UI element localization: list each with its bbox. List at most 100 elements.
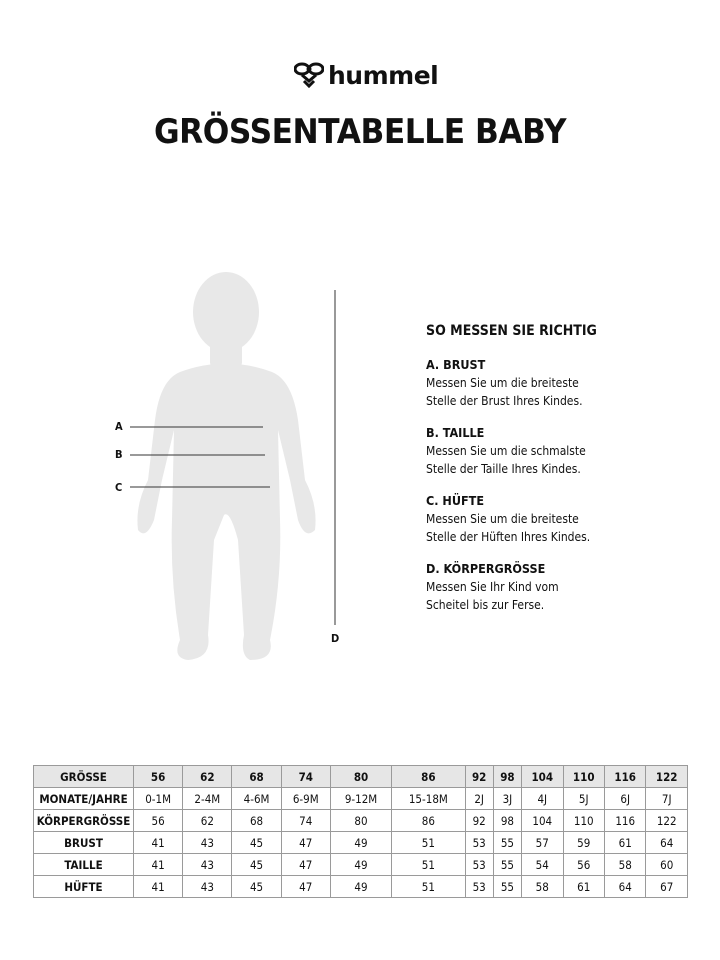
section-line: Scheitel bis zur Ferse. — [426, 598, 545, 612]
table-cell: 116 — [603, 809, 647, 832]
row-label: MONATE/JAHRE — [33, 787, 134, 810]
baby-silhouette-figure — [130, 272, 336, 660]
table-cell: 51 — [391, 831, 466, 854]
table-cell: 45 — [231, 875, 282, 898]
baby-silhouette — [137, 272, 316, 660]
hummel-logo: hummel — [294, 60, 439, 90]
table-row: HÜFTE 41 43 45 47 49 51 53 55 58 61 64 67 — [33, 875, 688, 898]
table-cell: 47 — [280, 853, 331, 876]
table-cell: 54 — [521, 853, 564, 876]
table-cell: 7J — [645, 787, 688, 810]
label-b: B — [115, 448, 123, 461]
table-cell: 62 — [182, 765, 233, 788]
table-cell: 6J — [603, 787, 647, 810]
table-cell: 56 — [562, 853, 605, 876]
row-label: TAILLE — [33, 853, 134, 876]
table-cell: 74 — [280, 765, 331, 788]
table-cell: 2J — [464, 787, 494, 810]
table-cell: 98 — [492, 765, 523, 788]
label-c: C — [115, 481, 123, 494]
label-a: A — [115, 420, 123, 433]
table-cell: 104 — [521, 765, 564, 788]
table-cell: 41 — [132, 875, 184, 898]
section-title: D. KÖRPERGRÖSSE — [426, 561, 546, 576]
table-row: MONATE/JAHRE 0-1M 2-4M 4-6M 6-9M 9-12M 15-18M 2… — [33, 787, 688, 810]
table-cell: 3J — [492, 787, 523, 810]
table-cell: 41 — [132, 831, 184, 854]
table-row: KÖRPERGRÖSSE 56 62 68 74 80 86 92 98 104 110 116 122 — [33, 809, 688, 832]
table-cell: 64 — [645, 831, 688, 854]
table-cell: 116 — [603, 765, 647, 788]
table-cell: 51 — [391, 875, 466, 898]
table-cell: 122 — [645, 765, 688, 788]
guide-section-brust: A. BRUST Messen Sie um die breiteste Ste… — [426, 356, 686, 410]
row-label: BRUST — [33, 831, 134, 854]
table-cell: 67 — [645, 875, 688, 898]
table-cell: 59 — [562, 831, 605, 854]
table-cell: 49 — [329, 853, 393, 876]
table-cell: 45 — [231, 831, 282, 854]
table-row: BRUST 41 43 45 47 49 51 53 55 57 59 61 64 — [33, 831, 688, 854]
guide-heading: SO MESSEN SIE RICHTIG — [426, 323, 597, 339]
table-cell: 62 — [182, 809, 233, 832]
table-cell: 55 — [492, 853, 523, 876]
table-cell: 49 — [329, 875, 393, 898]
row-label: GRÖSSE — [33, 765, 134, 788]
table-cell: 57 — [521, 831, 564, 854]
table-cell: 86 — [391, 765, 466, 788]
label-d: D — [331, 632, 340, 645]
guide-section-taille: B. TAILLE Messen Sie um die schmalste St… — [426, 424, 686, 478]
section-title: B. TAILLE — [426, 425, 485, 440]
table-cell: 6-9M — [280, 787, 331, 810]
table-cell: 47 — [280, 831, 331, 854]
table-cell: 2-4M — [182, 787, 233, 810]
table-cell: 80 — [329, 809, 393, 832]
brand-name: hummel — [328, 60, 439, 90]
table-cell: 15-18M — [391, 787, 466, 810]
table-cell: 92 — [464, 809, 494, 832]
row-label: KÖRPERGRÖSSE — [33, 809, 134, 832]
guide-section-koerpergroesse: D. KÖRPERGRÖSSE Messen Sie Ihr Kind vom … — [426, 560, 686, 614]
table-cell: 80 — [329, 765, 393, 788]
section-line: Messen Sie um die schmalste — [426, 444, 586, 458]
table-cell: 56 — [132, 809, 184, 832]
section-title: A. BRUST — [426, 357, 486, 372]
table-cell: 4-6M — [231, 787, 282, 810]
table-cell: 60 — [645, 853, 688, 876]
table-cell: 5J — [562, 787, 605, 810]
table-cell: 53 — [464, 875, 494, 898]
section-line: Stelle der Hüften Ihres Kindes. — [426, 530, 591, 544]
table-cell: 55 — [492, 831, 523, 854]
table-cell: 110 — [562, 809, 605, 832]
table-cell: 45 — [231, 853, 282, 876]
table-header-row: GRÖSSE 56 62 68 74 80 86 92 98 104 110 116 122 — [33, 765, 688, 788]
table-cell: 92 — [464, 765, 494, 788]
table-cell: 53 — [464, 831, 494, 854]
section-line: Stelle der Taille Ihres Kindes. — [426, 462, 581, 476]
table-cell: 43 — [182, 875, 233, 898]
row-label: HÜFTE — [33, 875, 134, 898]
table-cell: 86 — [391, 809, 466, 832]
table-cell: 9-12M — [329, 787, 393, 810]
table-cell: 53 — [464, 853, 494, 876]
table-cell: 51 — [391, 853, 466, 876]
table-cell: 58 — [521, 875, 564, 898]
size-table: GRÖSSE 56 62 68 74 80 86 92 98 104 110 116 122 MONATE… — [33, 765, 688, 898]
table-cell: 98 — [492, 809, 523, 832]
table-cell: 61 — [603, 831, 647, 854]
section-line: Stelle der Brust Ihres Kindes. — [426, 394, 583, 408]
page-title: GRÖSSENTABELLE BABY — [153, 112, 567, 152]
table-row: TAILLE 41 43 45 47 49 51 53 55 54 56 58 60 — [33, 853, 688, 876]
table-cell: 41 — [132, 853, 184, 876]
table-cell: 55 — [492, 875, 523, 898]
table-cell: 4J — [521, 787, 564, 810]
table-cell: 56 — [132, 765, 184, 788]
table-cell: 61 — [562, 875, 605, 898]
section-line: Messen Sie um die breiteste — [426, 512, 579, 526]
hummel-bee-icon — [294, 62, 324, 88]
table-cell: 68 — [231, 809, 282, 832]
table-cell: 47 — [280, 875, 331, 898]
table-cell: 0-1M — [132, 787, 184, 810]
table-cell: 122 — [645, 809, 688, 832]
table-cell: 43 — [182, 831, 233, 854]
